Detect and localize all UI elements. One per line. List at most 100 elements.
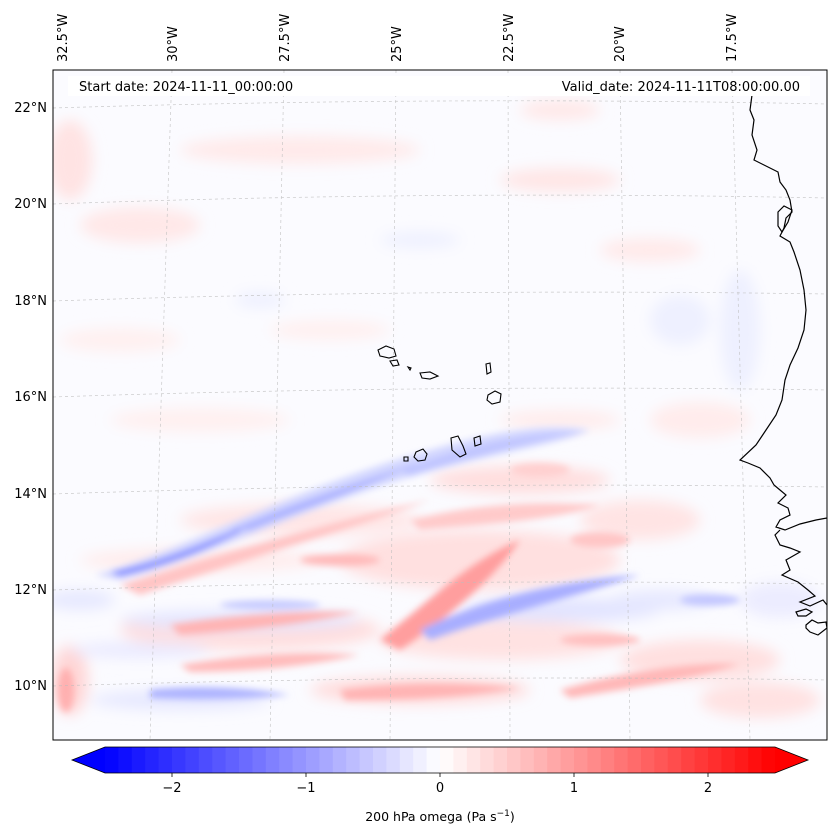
- colorbar-cell: [346, 747, 361, 773]
- colorbar-cell: [359, 747, 374, 773]
- colorbar-cell: [587, 747, 602, 773]
- island-santo-antao: [377, 345, 397, 359]
- colorbar-cell: [694, 747, 709, 773]
- colorbar-tick-label: 2: [704, 781, 712, 796]
- lon-label-17-5w: 17.5°W: [725, 14, 740, 62]
- colorbar-cell: [641, 747, 655, 773]
- colorbar-cell: [145, 747, 160, 773]
- island-santiago: [450, 435, 467, 458]
- valid-date-label: Valid_date: 2024-11-11T08:00:00.00: [562, 80, 800, 95]
- colorbar-min-extension: [72, 747, 105, 773]
- start-date-label: Start date: 2024-11-11_00:00:00: [79, 80, 293, 95]
- island-maio: [473, 435, 482, 447]
- colorbar-cell: [654, 747, 669, 773]
- colorbar: −2 −1 0 1 2 200 hPa omega (Pa s−1): [70, 746, 810, 824]
- island-santa-luzia: [406, 365, 412, 372]
- cape-verde-islands: [377, 345, 502, 462]
- colorbar-cell: [386, 747, 401, 773]
- graticule: [53, 70, 827, 740]
- colorbar-label-close: ): [510, 809, 515, 824]
- colorbar-cell: [306, 747, 320, 773]
- coastline: [738, 94, 827, 636]
- omega-field-soft: [53, 100, 820, 718]
- map-panel: [52, 69, 828, 741]
- colorbar-label: 200 hPa omega (Pa s−1): [365, 809, 515, 824]
- lon-label-22-5w: 22.5°W: [502, 14, 517, 62]
- colorbar-cell: [252, 747, 267, 773]
- colorbar-cell: [225, 747, 240, 773]
- colorbar-cell: [708, 747, 722, 773]
- colorbar-cell: [627, 747, 642, 773]
- colorbar-cell: [466, 747, 481, 773]
- colorbar-cell: [681, 747, 696, 773]
- colorbar-ticks: −2 −1 0 1 2: [162, 773, 712, 796]
- colorbar-cell: [399, 747, 414, 773]
- island-sao-nicolau: [419, 371, 440, 380]
- colorbar-tick-label: −2: [162, 781, 181, 796]
- lat-label-10n: 10°N: [14, 679, 47, 694]
- colorbar-tick-label: 0: [436, 781, 444, 796]
- colorbar-cell: [574, 747, 588, 773]
- colorbar-cell: [614, 747, 629, 773]
- latitude-labels: 22°N 20°N 18°N 16°N 14°N 12°N 10°N: [14, 101, 47, 694]
- colorbar-cell: [105, 747, 119, 773]
- colorbar-cell: [332, 747, 347, 773]
- colorbar-cell: [748, 747, 763, 773]
- island-sal: [485, 362, 492, 375]
- lon-label-32-5w: 32.5°W: [56, 14, 71, 62]
- colorbar-cell: [279, 747, 294, 773]
- colorbar-cell: [118, 747, 133, 773]
- lat-label-14n: 14°N: [14, 487, 47, 502]
- colorbar-cell: [319, 747, 334, 773]
- lat-label-16n: 16°N: [14, 390, 47, 405]
- island-sao-vicente: [389, 359, 400, 367]
- colorbar-max-extension: [775, 747, 808, 773]
- colorbar-cell: [507, 747, 521, 773]
- colorbar-tick-label: 1: [570, 781, 578, 796]
- lat-label-18n: 18°N: [14, 294, 47, 309]
- colorbar-cell: [600, 747, 615, 773]
- colorbar-cell: [413, 747, 428, 773]
- colorbar-cell: [560, 747, 575, 773]
- colorbar-cell: [131, 747, 146, 773]
- colorbar-cell: [198, 747, 213, 773]
- colorbar-cell: [533, 747, 548, 773]
- colorbar-cell: [761, 747, 776, 773]
- colorbar-cell: [239, 747, 253, 773]
- colorbar-cell: [292, 747, 307, 773]
- info-banner: [68, 76, 810, 96]
- omega-field: [53, 70, 827, 740]
- colorbar-outline: [70, 746, 810, 774]
- colorbar-cell: [212, 747, 227, 773]
- colorbar-cell: [480, 747, 495, 773]
- island-boa-vista: [486, 390, 502, 405]
- lon-label-27-5w: 27.5°W: [278, 14, 293, 62]
- colorbar-label-exponent: −1: [497, 809, 510, 819]
- colorbar-cell: [520, 747, 535, 773]
- colorbar-cell: [440, 747, 454, 773]
- lat-label-22n: 22°N: [14, 101, 47, 116]
- colorbar-cell: [721, 747, 736, 773]
- colorbar-cell: [667, 747, 682, 773]
- omega-field-detail: [58, 427, 740, 712]
- colorbar-cell: [265, 747, 280, 773]
- lon-label-30w: 30°W: [166, 26, 181, 62]
- colorbar-cell: [373, 747, 387, 773]
- colorbar-cell: [426, 747, 441, 773]
- colorbar-cell: [158, 747, 173, 773]
- colorbar-cells: [105, 747, 776, 773]
- colorbar-cell: [172, 747, 186, 773]
- colorbar-cell: [547, 747, 562, 773]
- colorbar-cell: [185, 747, 200, 773]
- map-frame: [52, 69, 828, 741]
- lat-label-20n: 20°N: [14, 197, 47, 212]
- colorbar-label-main: 200 hPa omega (Pa s: [365, 809, 496, 824]
- colorbar-tick-label: −1: [296, 781, 315, 796]
- island-brava: [403, 456, 409, 462]
- lat-label-12n: 12°N: [14, 583, 47, 598]
- colorbar-cell: [493, 747, 508, 773]
- lon-label-25w: 25°W: [390, 26, 405, 62]
- longitude-labels: 32.5°W 30°W 27.5°W 25°W 22.5°W 20°W 17.5…: [56, 14, 740, 62]
- lon-label-20w: 20°W: [613, 26, 628, 62]
